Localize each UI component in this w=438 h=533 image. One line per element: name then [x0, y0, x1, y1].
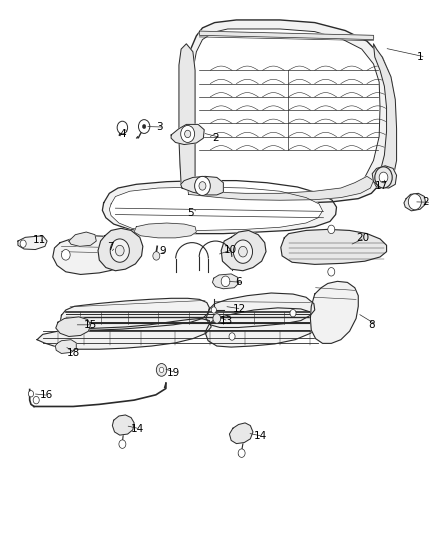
Text: 8: 8 [368, 320, 374, 330]
Polygon shape [55, 340, 76, 353]
Circle shape [229, 333, 235, 340]
Polygon shape [187, 176, 374, 200]
Circle shape [116, 245, 124, 256]
Circle shape [138, 119, 150, 133]
Circle shape [119, 440, 126, 448]
Circle shape [238, 449, 245, 457]
Text: 3: 3 [156, 122, 162, 132]
Polygon shape [221, 230, 266, 271]
Circle shape [20, 240, 26, 247]
Polygon shape [134, 223, 196, 238]
Circle shape [61, 249, 70, 260]
Circle shape [375, 167, 392, 188]
Polygon shape [179, 44, 195, 188]
Text: 12: 12 [233, 304, 246, 314]
Polygon shape [205, 308, 320, 347]
Circle shape [110, 239, 129, 262]
Circle shape [142, 124, 146, 128]
Circle shape [211, 307, 216, 313]
Circle shape [117, 252, 124, 260]
Text: 6: 6 [236, 277, 242, 287]
Text: 10: 10 [224, 245, 237, 255]
Circle shape [153, 252, 160, 260]
Polygon shape [372, 166, 396, 188]
Polygon shape [193, 29, 380, 195]
Text: 15: 15 [84, 320, 97, 330]
Circle shape [117, 121, 127, 134]
Circle shape [185, 130, 191, 138]
Circle shape [156, 364, 167, 376]
Circle shape [328, 268, 335, 276]
Polygon shape [206, 293, 315, 327]
Circle shape [221, 276, 230, 287]
Polygon shape [281, 229, 387, 264]
Text: 13: 13 [220, 316, 233, 326]
Text: 11: 11 [33, 235, 46, 245]
Polygon shape [98, 228, 143, 271]
Text: 5: 5 [187, 208, 194, 219]
Polygon shape [102, 181, 336, 233]
Text: 19: 19 [167, 368, 180, 377]
Polygon shape [18, 236, 47, 249]
Circle shape [181, 125, 194, 142]
Circle shape [28, 391, 34, 397]
Text: 2: 2 [212, 133, 219, 143]
Polygon shape [60, 298, 209, 330]
Polygon shape [404, 193, 426, 211]
Circle shape [199, 182, 206, 190]
Text: 4: 4 [120, 129, 127, 139]
Circle shape [159, 367, 164, 373]
Text: 14: 14 [131, 424, 145, 434]
Circle shape [408, 194, 421, 210]
Polygon shape [69, 232, 96, 246]
Circle shape [233, 240, 253, 263]
Text: 20: 20 [356, 233, 369, 243]
Text: 2: 2 [423, 197, 429, 207]
Circle shape [239, 246, 247, 257]
Polygon shape [199, 31, 374, 39]
Text: 16: 16 [40, 390, 53, 400]
Circle shape [328, 225, 335, 233]
Polygon shape [311, 281, 358, 343]
Polygon shape [374, 44, 396, 187]
Text: 9: 9 [159, 246, 166, 256]
Circle shape [290, 310, 296, 317]
Text: 18: 18 [67, 348, 80, 358]
Polygon shape [230, 423, 253, 443]
Polygon shape [110, 187, 322, 230]
Polygon shape [113, 415, 134, 435]
Polygon shape [53, 236, 137, 274]
Polygon shape [212, 274, 239, 289]
Circle shape [194, 176, 210, 196]
Polygon shape [37, 318, 211, 349]
Text: 1: 1 [417, 52, 424, 62]
Polygon shape [181, 176, 223, 195]
Polygon shape [56, 317, 91, 336]
Text: 17: 17 [375, 181, 388, 191]
Polygon shape [180, 20, 395, 203]
Text: 7: 7 [107, 242, 113, 252]
Circle shape [33, 397, 39, 404]
Circle shape [213, 314, 221, 323]
Text: 14: 14 [254, 431, 267, 441]
Polygon shape [171, 124, 204, 144]
Circle shape [379, 172, 388, 183]
